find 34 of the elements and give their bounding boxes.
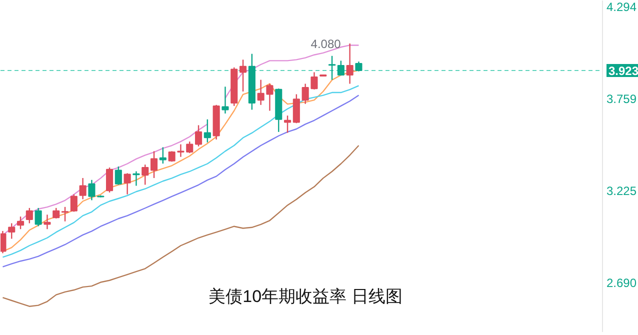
- candlestick: [52, 207, 60, 220]
- text: 美债10年期收益率 日线图: [208, 287, 402, 306]
- candlestick: [204, 118, 211, 144]
- candlestick: [0, 230, 6, 254]
- candlestick: [355, 60, 362, 72]
- ref-line-label: 3.923: [608, 64, 638, 78]
- candlestick: [328, 55, 336, 80]
- candlestick: [114, 166, 122, 186]
- candlestick: [70, 194, 78, 212]
- candlestick: [150, 150, 158, 179]
- candlestick: [17, 216, 24, 230]
- candlestick: [8, 222, 16, 240]
- candlestick: [240, 59, 247, 92]
- candlestick: [79, 177, 86, 200]
- candlestick: [34, 207, 42, 227]
- candlestick: [106, 166, 114, 194]
- y-tick-label: 2.690: [606, 276, 637, 290]
- y-tick-label: 3.759: [606, 92, 637, 106]
- candlestick: [159, 146, 166, 164]
- candlestick: [222, 86, 229, 114]
- y-tick-label: 4.294: [606, 0, 637, 14]
- annotation: 4.080: [310, 37, 342, 52]
- candlestick: [337, 60, 344, 76]
- candlestick: [26, 207, 33, 224]
- candlestick: [284, 114, 292, 134]
- candlestick: [346, 42, 354, 84]
- candlestick: [195, 124, 202, 147]
- candlestick: [44, 214, 51, 230]
- y-tick-label: 3.225: [606, 184, 637, 198]
- candlestick: [62, 206, 69, 222]
- candlestick: [132, 170, 140, 186]
- candlestick: [142, 164, 149, 186]
- candlestick: [124, 172, 131, 195]
- candlestick: [292, 94, 300, 124]
